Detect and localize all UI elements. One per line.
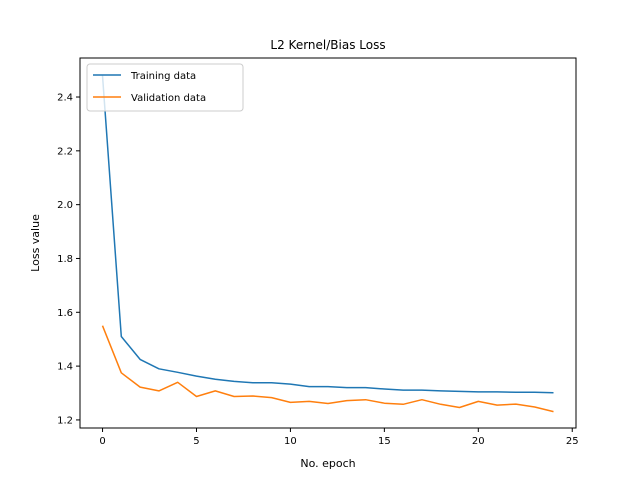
x-tick-label: 25	[566, 436, 579, 447]
legend-box	[86, 63, 244, 112]
x-tick-label: 20	[472, 436, 485, 447]
y-tick-label: 1.6	[57, 308, 73, 319]
plot-frame	[79, 57, 577, 429]
legend-label-validation: Validation data	[131, 93, 206, 104]
y-tick-label: 1.4	[57, 362, 73, 373]
training-data-line	[101, 75, 554, 394]
x-axis: 0 5 10 15 20 25	[99, 428, 579, 447]
legend-label-training: Training data	[130, 71, 196, 82]
validation-data-line	[101, 325, 554, 413]
x-tick-label: 0	[99, 436, 105, 447]
legend: Training data Validation data	[86, 63, 244, 112]
chart-title: L2 Kernel/Bias Loss	[270, 38, 385, 52]
series-layer	[101, 75, 554, 413]
y-tick-label: 2.0	[57, 200, 73, 211]
x-tick-label: 5	[193, 436, 199, 447]
y-tick-label: 1.8	[57, 254, 73, 265]
y-axis: 1.2 1.4 1.6 1.8 2.0 2.2 2.4	[57, 93, 80, 426]
y-tick-label: 2.4	[57, 93, 73, 104]
y-tick-label: 2.2	[57, 146, 73, 157]
x-tick-label: 10	[284, 436, 297, 447]
x-axis-label: No. epoch	[300, 457, 355, 470]
x-tick-label: 15	[378, 436, 391, 447]
y-axis-label: Loss value	[29, 214, 42, 272]
y-tick-label: 1.2	[57, 415, 73, 426]
